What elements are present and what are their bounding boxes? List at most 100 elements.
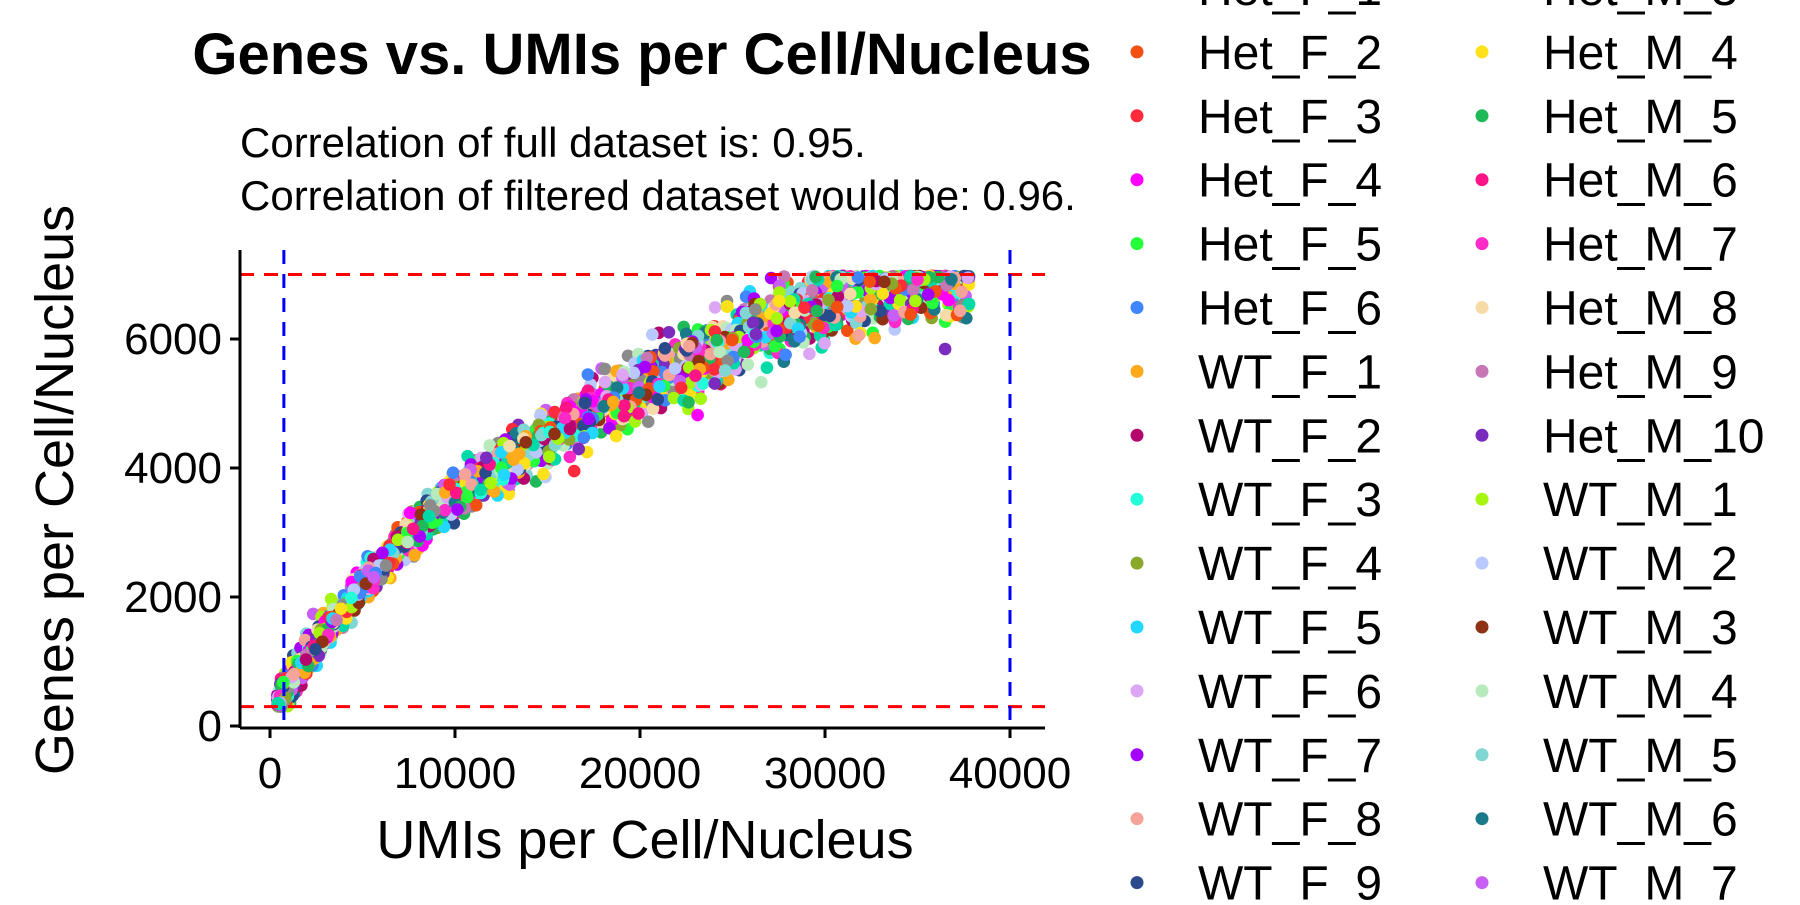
legend-label: Het_M_10: [1543, 410, 1764, 463]
data-point: [484, 476, 497, 490]
legend-label: WT_M_2: [1543, 538, 1738, 591]
legend-label: WT_F_8: [1198, 794, 1382, 847]
legend-label: Het_F_3: [1198, 91, 1382, 144]
data-point: [708, 377, 721, 390]
legend-swatch: [1475, 492, 1489, 506]
data-point: [713, 345, 726, 359]
data-point: [627, 366, 641, 380]
data-point: [864, 302, 878, 316]
data-point: [788, 306, 802, 320]
legend-label: WT_M_5: [1543, 730, 1738, 783]
data-point: [682, 339, 696, 353]
data-point: [653, 380, 666, 393]
data-point: [542, 450, 556, 464]
data-point: [548, 405, 561, 419]
legend-swatch: [1130, 812, 1144, 826]
x-tick-label: 10000: [394, 749, 516, 798]
data-point: [878, 275, 891, 289]
data-point: [548, 427, 561, 441]
legend-swatch: [1130, 556, 1144, 570]
legend-swatch: [1130, 301, 1144, 314]
legend-swatch: [1475, 173, 1489, 187]
data-point: [873, 304, 887, 318]
legend-label: WT_M_1: [1543, 474, 1738, 527]
x-tick-label: 30000: [764, 749, 886, 798]
data-point: [682, 396, 695, 409]
data-point: [783, 295, 797, 308]
data-point: [806, 284, 819, 297]
data-point: [438, 503, 452, 517]
legend-label: WT_F_5: [1198, 602, 1382, 655]
data-point: [938, 342, 952, 356]
data-point: [841, 299, 854, 313]
legend-swatch: [1130, 173, 1144, 187]
data-point: [798, 301, 811, 315]
x-tick-label: 20000: [579, 749, 701, 798]
y-axis-label: Genes per Cell/Nucleus: [25, 205, 85, 775]
legend-swatch: [1475, 620, 1489, 634]
legend-label: WT_F_6: [1198, 666, 1382, 719]
data-point: [534, 408, 547, 422]
data-point: [739, 306, 753, 320]
data-point: [772, 294, 786, 308]
data-point: [868, 331, 881, 345]
data-point: [721, 354, 734, 368]
legend-swatch: [1130, 428, 1144, 442]
data-point: [578, 396, 592, 410]
data-point: [754, 375, 768, 389]
data-point: [668, 362, 682, 375]
data-point: [537, 467, 550, 481]
legend-label: WT_M_6: [1543, 794, 1738, 847]
legend-swatch: [1475, 428, 1489, 442]
x-tick-label: 0: [258, 749, 282, 798]
data-point: [841, 324, 854, 338]
data-point: [793, 330, 806, 344]
data-point: [563, 450, 577, 464]
data-point: [710, 333, 724, 347]
axes: 0 10000 20000 30000 40000 0 2000 4000 6000: [124, 250, 1071, 798]
legend-swatch: [1130, 109, 1144, 123]
data-point: [638, 360, 652, 374]
y-tick-label: 4000: [124, 444, 222, 493]
data-point: [689, 369, 702, 383]
data-point: [876, 287, 890, 300]
legend-label: WT_M_7: [1543, 858, 1738, 900]
data-point: [770, 324, 783, 338]
legend-label: WT_F_1: [1198, 346, 1382, 399]
data-point: [823, 309, 836, 323]
data-point: [461, 490, 474, 504]
data-point: [519, 436, 533, 449]
legend-swatch: [1130, 620, 1144, 634]
legend-swatch: [1475, 109, 1489, 123]
data-point: [469, 498, 483, 512]
legend-swatch: [1475, 876, 1489, 890]
data-point: [962, 297, 976, 311]
data-point: [803, 347, 816, 361]
x-tick-label: 40000: [949, 749, 1071, 798]
data-point: [563, 422, 577, 436]
legend-label: Het_F_2: [1198, 27, 1382, 80]
legend: Het_F_1 Het_F_2 Het_F_3 Het_F_4 Het_F_5 Het_F…: [1130, 0, 1764, 905]
data-point: [662, 326, 676, 339]
data-point: [932, 270, 945, 284]
data-point: [598, 362, 612, 376]
legend-swatch: [1475, 301, 1489, 314]
data-point: [511, 463, 524, 476]
legend-swatch: [1130, 492, 1144, 506]
legend-swatch: [1475, 364, 1489, 378]
data-point: [812, 319, 825, 333]
data-point: [512, 447, 526, 461]
data-point: [694, 392, 707, 406]
legend-swatch: [1130, 364, 1144, 378]
data-point: [480, 451, 493, 465]
data-point: [953, 304, 967, 318]
legend-label: Het_F_5: [1198, 219, 1382, 272]
plot-area: [240, 250, 1045, 728]
legend-label: Het_M_6: [1543, 155, 1738, 208]
legend-swatch: [1130, 684, 1144, 698]
data-point: [741, 358, 755, 371]
legend-swatch: [1475, 684, 1489, 698]
data-point: [558, 411, 572, 425]
